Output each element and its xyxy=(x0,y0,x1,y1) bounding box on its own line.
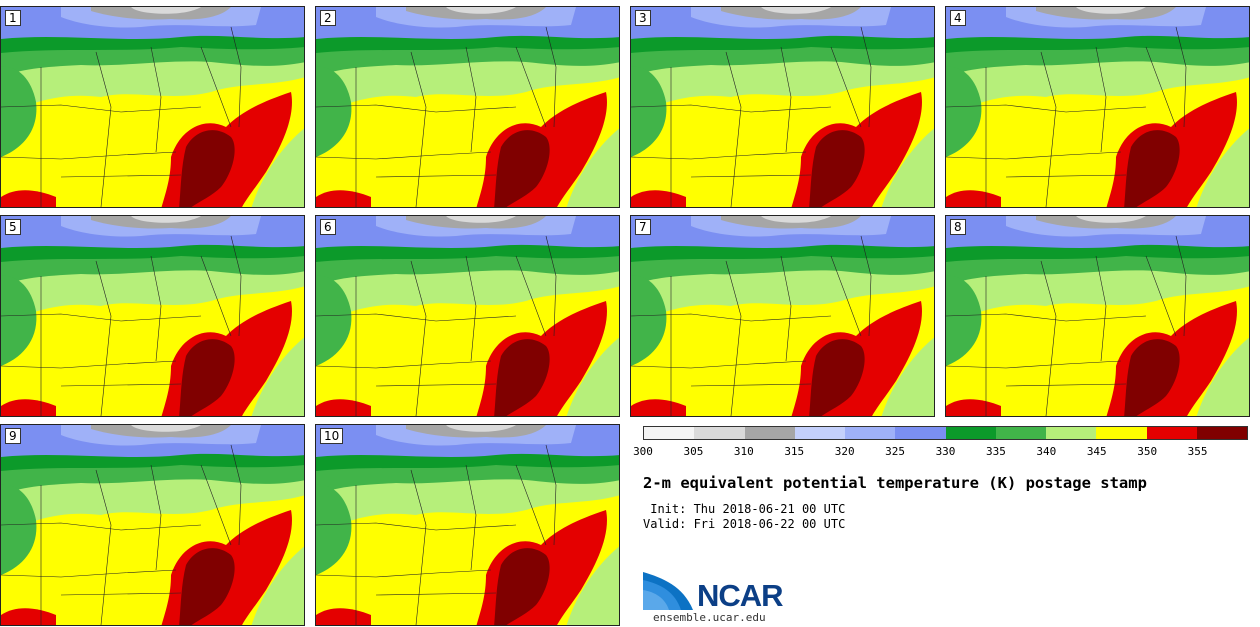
colorbar-swatch xyxy=(744,427,795,439)
colorbar-tick-label: 305 xyxy=(683,445,704,458)
theta-e-map xyxy=(316,7,619,207)
colorbar-swatch xyxy=(895,427,946,439)
theta-e-map xyxy=(631,7,934,207)
member-number-label: 1 xyxy=(5,10,21,26)
colorbar-tick-label: 325 xyxy=(885,445,906,458)
ensemble-member-panel: 6 xyxy=(315,215,620,417)
colorbar-swatch xyxy=(995,427,1046,439)
colorbar-swatch xyxy=(845,427,896,439)
member-number-label: 5 xyxy=(5,219,21,235)
ensemble-member-panel: 2 xyxy=(315,6,620,208)
colorbar-swatch xyxy=(1146,427,1197,439)
valid-time: Valid: Fri 2018-06-22 00 UTC xyxy=(643,517,846,531)
ensemble-member-panel: 7 xyxy=(630,215,935,417)
colorbar-swatch xyxy=(945,427,996,439)
ensemble-member-panel: 3 xyxy=(630,6,935,208)
colorbar-swatch xyxy=(644,427,695,439)
colorbar-tick-label: 300 xyxy=(633,445,653,458)
ensemble-member-panel: 10 xyxy=(315,424,620,626)
colorbar-tick-label: 350 xyxy=(1137,445,1158,458)
theta-e-map xyxy=(1,7,304,207)
theta-e-map xyxy=(946,7,1249,207)
colorbar-tick-label: 310 xyxy=(733,445,754,458)
colorbar-tick-label: 355 xyxy=(1187,445,1208,458)
theta-e-map xyxy=(316,425,619,625)
ncar-logo-icon xyxy=(643,572,693,610)
colorbar-tick-label: 340 xyxy=(1036,445,1057,458)
member-number-label: 4 xyxy=(950,10,966,26)
colorbar-tick-label: 330 xyxy=(935,445,956,458)
colorbar-tick-label: 315 xyxy=(784,445,805,458)
colorbar-tick-label: 345 xyxy=(1086,445,1107,458)
theta-e-map xyxy=(1,425,304,625)
ensemble-member-panel: 4 xyxy=(945,6,1250,208)
colorbar-swatch xyxy=(794,427,845,439)
init-time: Init: Thu 2018-06-21 00 UTC xyxy=(643,502,846,516)
ensemble-member-panel: 1 xyxy=(0,6,305,208)
ensemble-member-panel: 5 xyxy=(0,215,305,417)
theta-e-map xyxy=(946,216,1249,416)
colorbar-swatch xyxy=(1096,427,1147,439)
colorbar-tick-label: 320 xyxy=(834,445,855,458)
colorbar-swatch xyxy=(1196,427,1247,439)
colorbar-swatch xyxy=(694,427,745,439)
member-number-label: 10 xyxy=(320,428,344,444)
colorbar-tick-label: 335 xyxy=(985,445,1006,458)
member-number-label: 2 xyxy=(320,10,336,26)
site-url[interactable]: ensemble.ucar.edu xyxy=(653,611,766,624)
chart-title: 2-m equivalent potential temperature (K)… xyxy=(643,474,1147,492)
theta-e-map xyxy=(316,216,619,416)
theta-e-map xyxy=(1,216,304,416)
member-number-label: 9 xyxy=(5,428,21,444)
logo-wordmark: NCAR xyxy=(697,578,784,613)
member-number-label: 8 xyxy=(950,219,966,235)
theta-e-map xyxy=(631,216,934,416)
member-number-label: 7 xyxy=(635,219,651,235)
colorbar-swatch xyxy=(1046,427,1097,439)
ensemble-member-panel: 9 xyxy=(0,424,305,626)
colorbar xyxy=(643,426,1248,440)
ensemble-member-panel: 8 xyxy=(945,215,1250,417)
member-number-label: 3 xyxy=(635,10,651,26)
member-number-label: 6 xyxy=(320,219,336,235)
